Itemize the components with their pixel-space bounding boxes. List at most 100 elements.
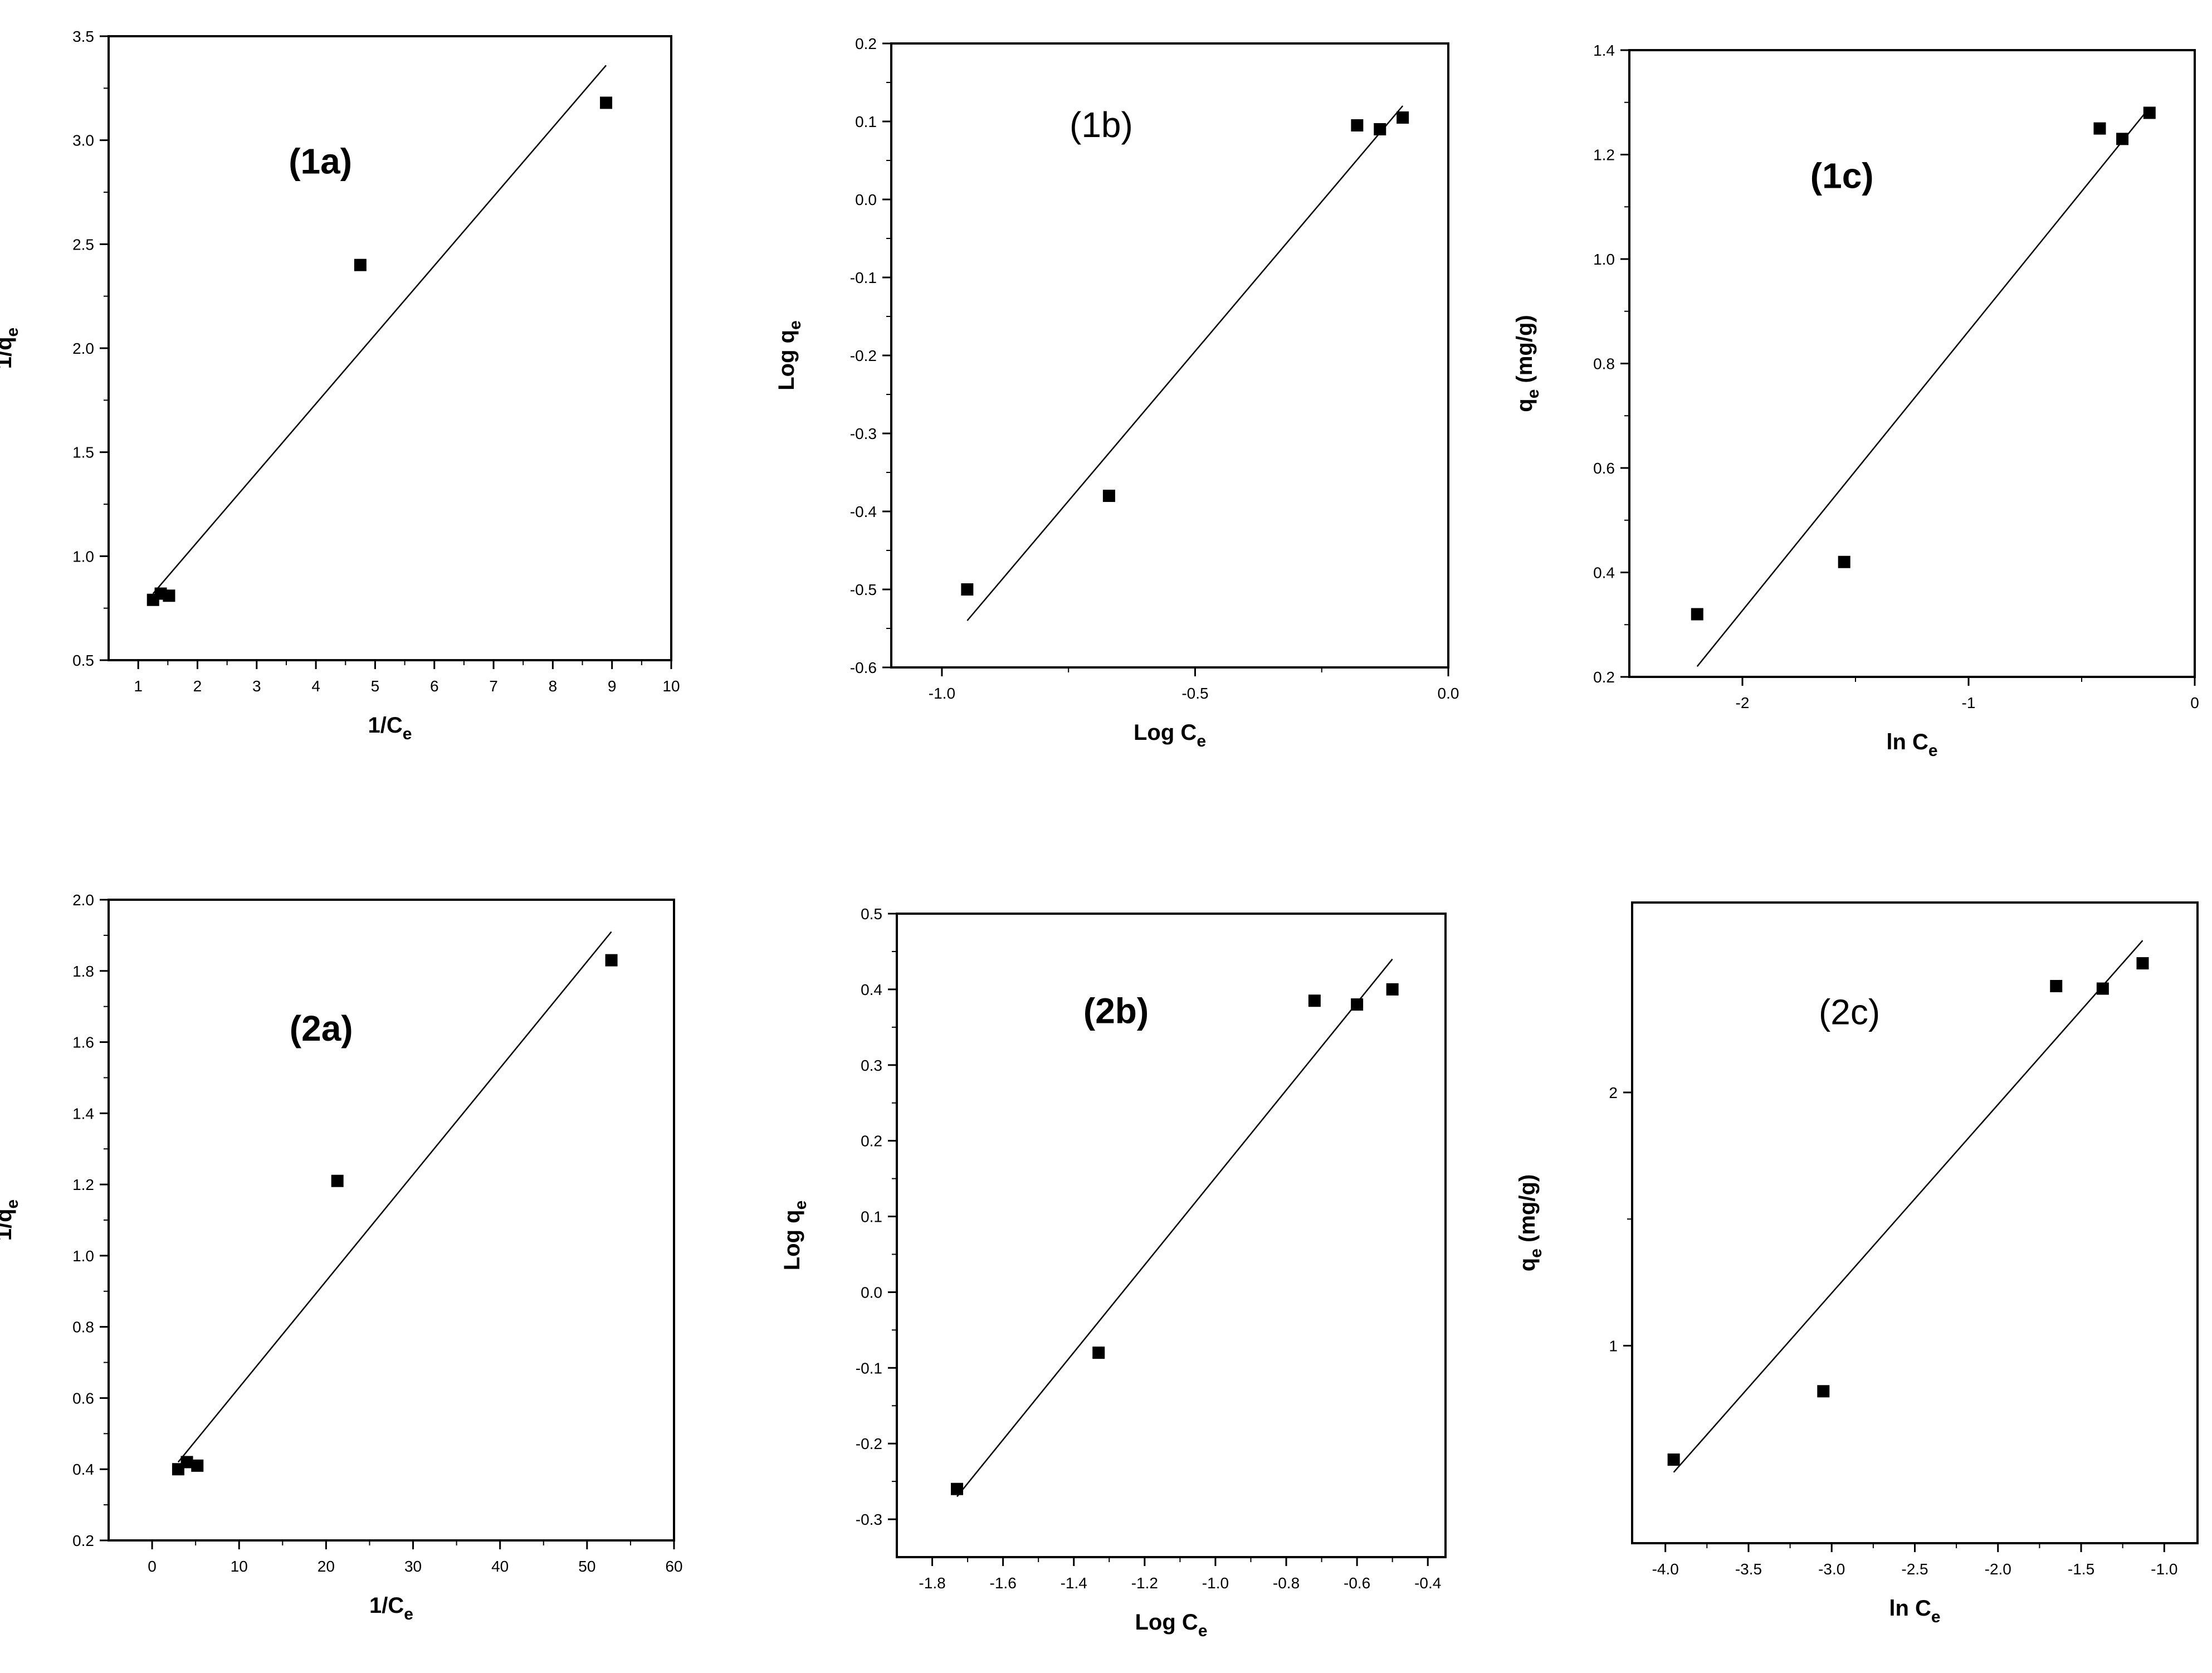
y-tick-label: 0.1 <box>861 1208 882 1226</box>
y-tick-label: 3.0 <box>72 132 94 149</box>
x-tick-label: 20 <box>318 1558 335 1575</box>
x-tick-label: 7 <box>489 677 498 695</box>
x-tick-label: -3.5 <box>1735 1560 1762 1578</box>
y-tick-label: 2.0 <box>72 340 94 357</box>
y-tick-label: -0.1 <box>850 269 877 286</box>
y-tick-label: 1.4 <box>72 1105 94 1122</box>
x-tick-label: -2.5 <box>1901 1560 1928 1578</box>
y-tick-label: -0.2 <box>856 1435 882 1452</box>
data-point <box>2096 982 2109 995</box>
y-tick-label: -0.2 <box>850 347 877 364</box>
y-tick-label: 0.2 <box>1593 669 1615 686</box>
data-point <box>1351 998 1364 1011</box>
y-tick-label: 0.2 <box>855 35 877 52</box>
y-tick-label: 0.2 <box>861 1133 882 1150</box>
x-tick-label: -0.4 <box>1414 1574 1441 1592</box>
data-point <box>1691 608 1703 621</box>
x-tick-label: -3.0 <box>1818 1560 1845 1578</box>
y-tick-label: 2 <box>1609 1084 1618 1101</box>
x-tick-label: 10 <box>662 677 680 695</box>
y-tick-label: 2.0 <box>72 891 94 909</box>
x-tick-label: 0 <box>2190 694 2199 711</box>
data-point <box>191 1459 204 1472</box>
data-point <box>1817 1385 1830 1398</box>
x-tick-label: 3 <box>252 677 261 695</box>
fit-line <box>1673 940 2143 1473</box>
y-tick-label: -0.1 <box>856 1359 882 1377</box>
data-point <box>961 583 974 596</box>
y-tick-label: 0.8 <box>1593 355 1615 373</box>
data-point <box>2143 106 2156 119</box>
chart-panel-2b: -1.8 -1.6 -1.4 -1.2 -1.0 -0.8 -0.6 -0.4 -0.3 -0.2… <box>780 905 1447 1640</box>
fit-line <box>956 958 1393 1498</box>
x-tick-label: 4 <box>311 677 320 695</box>
panel-label: (2b) <box>1083 991 1149 1031</box>
fit-line <box>177 931 612 1463</box>
plot-frame <box>1628 49 2196 678</box>
x-axis-title: Log Ce <box>1134 720 1206 750</box>
panel-label: (2c) <box>1819 992 1880 1032</box>
y-axis-title: qe (mg/g) <box>1515 1174 1545 1271</box>
x-tick-label: -0.5 <box>1181 685 1208 702</box>
y-tick-label: 0.5 <box>861 905 882 923</box>
y-tick-label: -0.6 <box>850 659 877 676</box>
y-tick-label: 1.2 <box>72 1176 94 1193</box>
plot-frame <box>896 913 1447 1558</box>
x-tick-label: 10 <box>231 1558 248 1575</box>
x-tick-label: -4.0 <box>1652 1560 1679 1578</box>
y-tick-label: -0.3 <box>850 425 877 442</box>
y-tick-label: 0.5 <box>72 652 94 669</box>
y-tick-label: 1.0 <box>1593 251 1615 268</box>
x-tick-label: 40 <box>491 1558 509 1575</box>
y-tick-label: 0.1 <box>855 113 877 130</box>
x-tick-label: 0 <box>148 1558 157 1575</box>
data-point <box>2050 980 2063 992</box>
data-point <box>1386 983 1399 996</box>
plot-frame <box>108 35 672 661</box>
chart-panel-1a: 1 2 3 4 5 6 7 8 9 10 0.5 1.0 1.5 2.0 2.5 3.0 3.5 1/Ce 1/qe… <box>0 28 680 743</box>
data-point <box>1092 1347 1105 1359</box>
y-tick-label: 0.0 <box>861 1284 882 1301</box>
panel-label: (1c) <box>1810 156 1874 196</box>
x-tick-label: -1.0 <box>929 685 955 702</box>
data-point <box>1838 555 1850 568</box>
x-tick-label: -1.2 <box>1131 1574 1158 1592</box>
x-tick-label: 50 <box>578 1558 595 1575</box>
y-tick-label: 0.4 <box>1593 564 1615 582</box>
y-tick-label: 1.2 <box>1593 147 1615 164</box>
data-point <box>600 96 613 109</box>
x-tick-label: 8 <box>549 677 558 695</box>
y-tick-label: 0.3 <box>861 1057 882 1074</box>
y-tick-label: 1.5 <box>72 444 94 461</box>
x-axis-title: 1/Ce <box>368 713 412 743</box>
plot-frame <box>1631 901 2199 1544</box>
data-point <box>180 1456 193 1469</box>
data-point <box>2136 957 2149 970</box>
y-axis-title: qe (mg/g) <box>1512 315 1542 412</box>
panel-label: (1a) <box>289 141 352 181</box>
y-tick-label: -0.5 <box>850 581 877 598</box>
x-tick-label: -1.5 <box>2068 1560 2094 1578</box>
x-tick-label: -2 <box>1736 694 1750 711</box>
data-point <box>1374 123 1386 135</box>
y-tick-label: 0.6 <box>72 1389 94 1407</box>
x-tick-label: -1.4 <box>1061 1574 1087 1592</box>
data-point <box>1102 490 1115 502</box>
x-axis-title: ln Ce <box>1886 730 1937 760</box>
x-tick-label: 9 <box>608 677 617 695</box>
y-tick-label: 1.0 <box>72 548 94 565</box>
x-axis-title: 1/Ce <box>369 1593 413 1623</box>
y-tick-label: 0.2 <box>72 1532 94 1549</box>
y-tick-label: 0.4 <box>861 981 882 998</box>
fit-line <box>1696 107 2150 667</box>
x-tick-label: 1 <box>134 677 143 695</box>
x-tick-label: -1 <box>1962 694 1976 711</box>
x-tick-label: -1.6 <box>990 1574 1017 1592</box>
y-tick-label: -0.3 <box>856 1511 882 1528</box>
data-point <box>1396 111 1409 124</box>
data-point <box>354 258 367 271</box>
data-point <box>163 589 175 602</box>
y-tick-label: -0.4 <box>850 503 877 520</box>
plot-frame <box>890 42 1449 669</box>
